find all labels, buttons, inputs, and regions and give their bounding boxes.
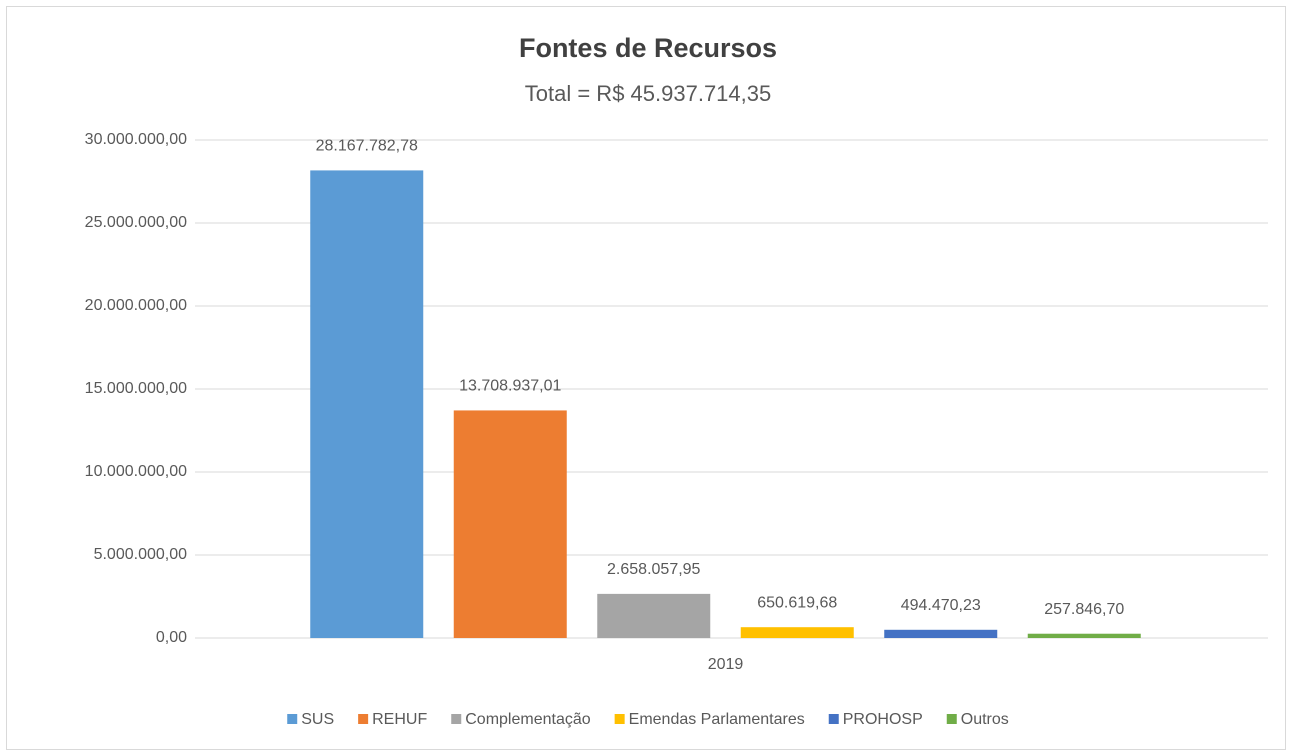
legend-swatch: [451, 714, 462, 724]
x-tick-label: 2019: [708, 656, 744, 673]
legend-swatch: [828, 714, 839, 724]
legend-label: REHUF: [372, 711, 427, 728]
legend-label: Outros: [961, 711, 1009, 728]
bar: [740, 627, 854, 638]
legend-swatch: [614, 714, 625, 724]
y-tick-label: 30.000.000,00: [85, 131, 187, 148]
chart-title: Fontes de Recursos: [519, 33, 777, 63]
data-label: 650.619,68: [757, 594, 837, 611]
data-label: 13.708.937,01: [459, 378, 561, 395]
data-label: 257.846,70: [1044, 601, 1124, 618]
y-tick-label: 10.000.000,00: [85, 463, 187, 480]
legend-label: Complementação: [465, 711, 591, 728]
bar: [1027, 633, 1141, 638]
y-tick-label: 0,00: [156, 629, 187, 646]
y-tick-label: 25.000.000,00: [85, 214, 187, 231]
legend-swatch: [946, 714, 957, 724]
data-label: 28.167.782,78: [316, 138, 418, 155]
legend-label: SUS: [301, 711, 334, 728]
legend-label: Emendas Parlamentares: [629, 711, 805, 728]
data-label: 2.658.057,95: [607, 561, 701, 578]
bar: [597, 593, 711, 638]
data-label: 494.470,23: [901, 597, 981, 614]
legend-swatch: [358, 714, 369, 724]
y-tick-label: 15.000.000,00: [85, 380, 187, 397]
legend-label: PROHOSP: [843, 711, 923, 728]
y-tick-label: 5.000.000,00: [94, 546, 188, 563]
bar: [453, 410, 567, 638]
bar: [884, 629, 998, 638]
y-tick-label: 20.000.000,00: [85, 297, 187, 314]
bar: [310, 170, 424, 639]
chart-subtitle: Total = R$ 45.937.714,35: [525, 81, 771, 106]
legend-swatch: [287, 714, 298, 724]
